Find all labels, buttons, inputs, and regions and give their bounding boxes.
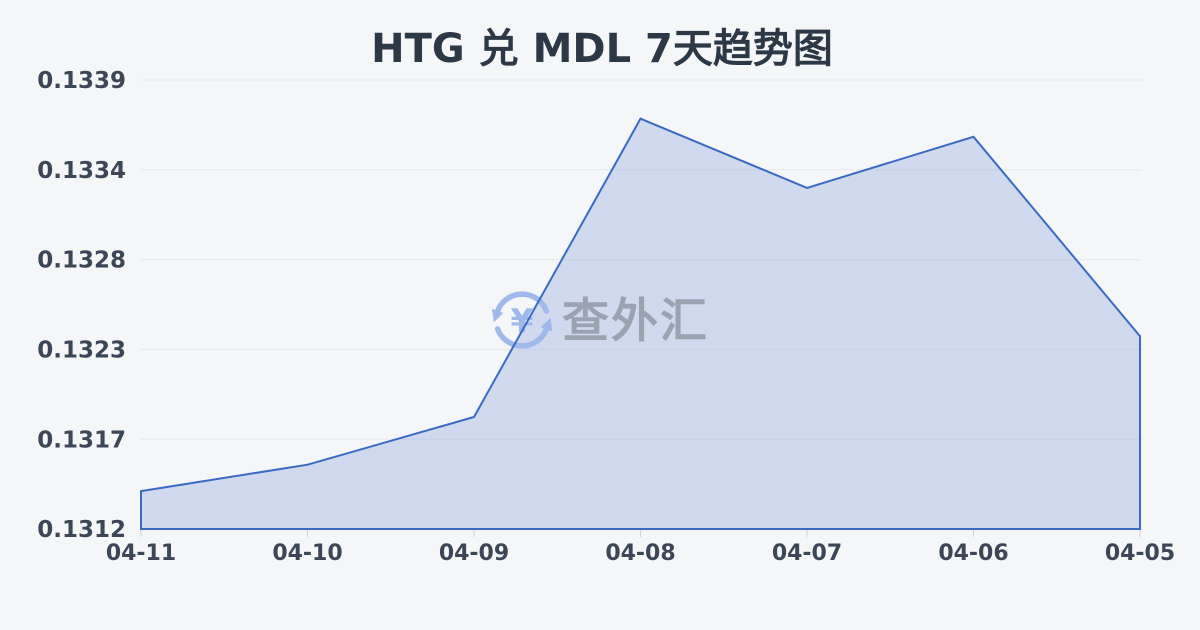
watermark: ¥ 查外汇 bbox=[491, 291, 709, 349]
y-axis-tick-label: 0.1323 bbox=[37, 337, 126, 363]
x-axis-tick-label: 04-09 bbox=[439, 541, 509, 566]
x-axis-tick-label: 04-10 bbox=[272, 541, 342, 566]
x-axis-tick-label: 04-08 bbox=[605, 541, 675, 566]
exchange-arc-bottom bbox=[494, 326, 550, 349]
trend-line bbox=[140, 117, 1141, 530]
exchange-arrowhead-left bbox=[491, 308, 504, 323]
y-axis-tick-label: 0.1328 bbox=[37, 248, 126, 274]
watermark-text: 查外汇 bbox=[562, 294, 709, 349]
y-axis-labels: 0.1339 0.1334 0.1328 0.1323 0.1317 0.1312 bbox=[37, 68, 126, 543]
x-axis-tick-label: 04-05 bbox=[1105, 541, 1175, 566]
chart-title: HTG 兑 MDL 7天趋势图 bbox=[371, 26, 833, 72]
x-axis-tick-label: 04-11 bbox=[106, 541, 176, 566]
x-axis-ticks bbox=[140, 530, 1141, 537]
y-axis-tick-label: 0.1312 bbox=[37, 517, 126, 543]
x-axis-labels: 04-11 04-10 04-09 04-08 04-07 04-06 04-05 bbox=[106, 541, 1175, 566]
currency-exchange-icon: ¥ bbox=[491, 291, 553, 349]
yen-symbol: ¥ bbox=[511, 301, 534, 340]
x-axis-tick-label: 04-06 bbox=[938, 541, 1008, 566]
y-axis-tick-label: 0.1334 bbox=[37, 158, 126, 184]
exchange-arc-top bbox=[494, 291, 550, 314]
x-axis-tick-label: 04-07 bbox=[772, 541, 842, 566]
area-fill bbox=[141, 118, 1140, 529]
y-axis-tick-label: 0.1317 bbox=[37, 427, 126, 453]
y-axis-tick-label: 0.1339 bbox=[37, 68, 126, 94]
exchange-arrowhead-right bbox=[540, 317, 553, 332]
